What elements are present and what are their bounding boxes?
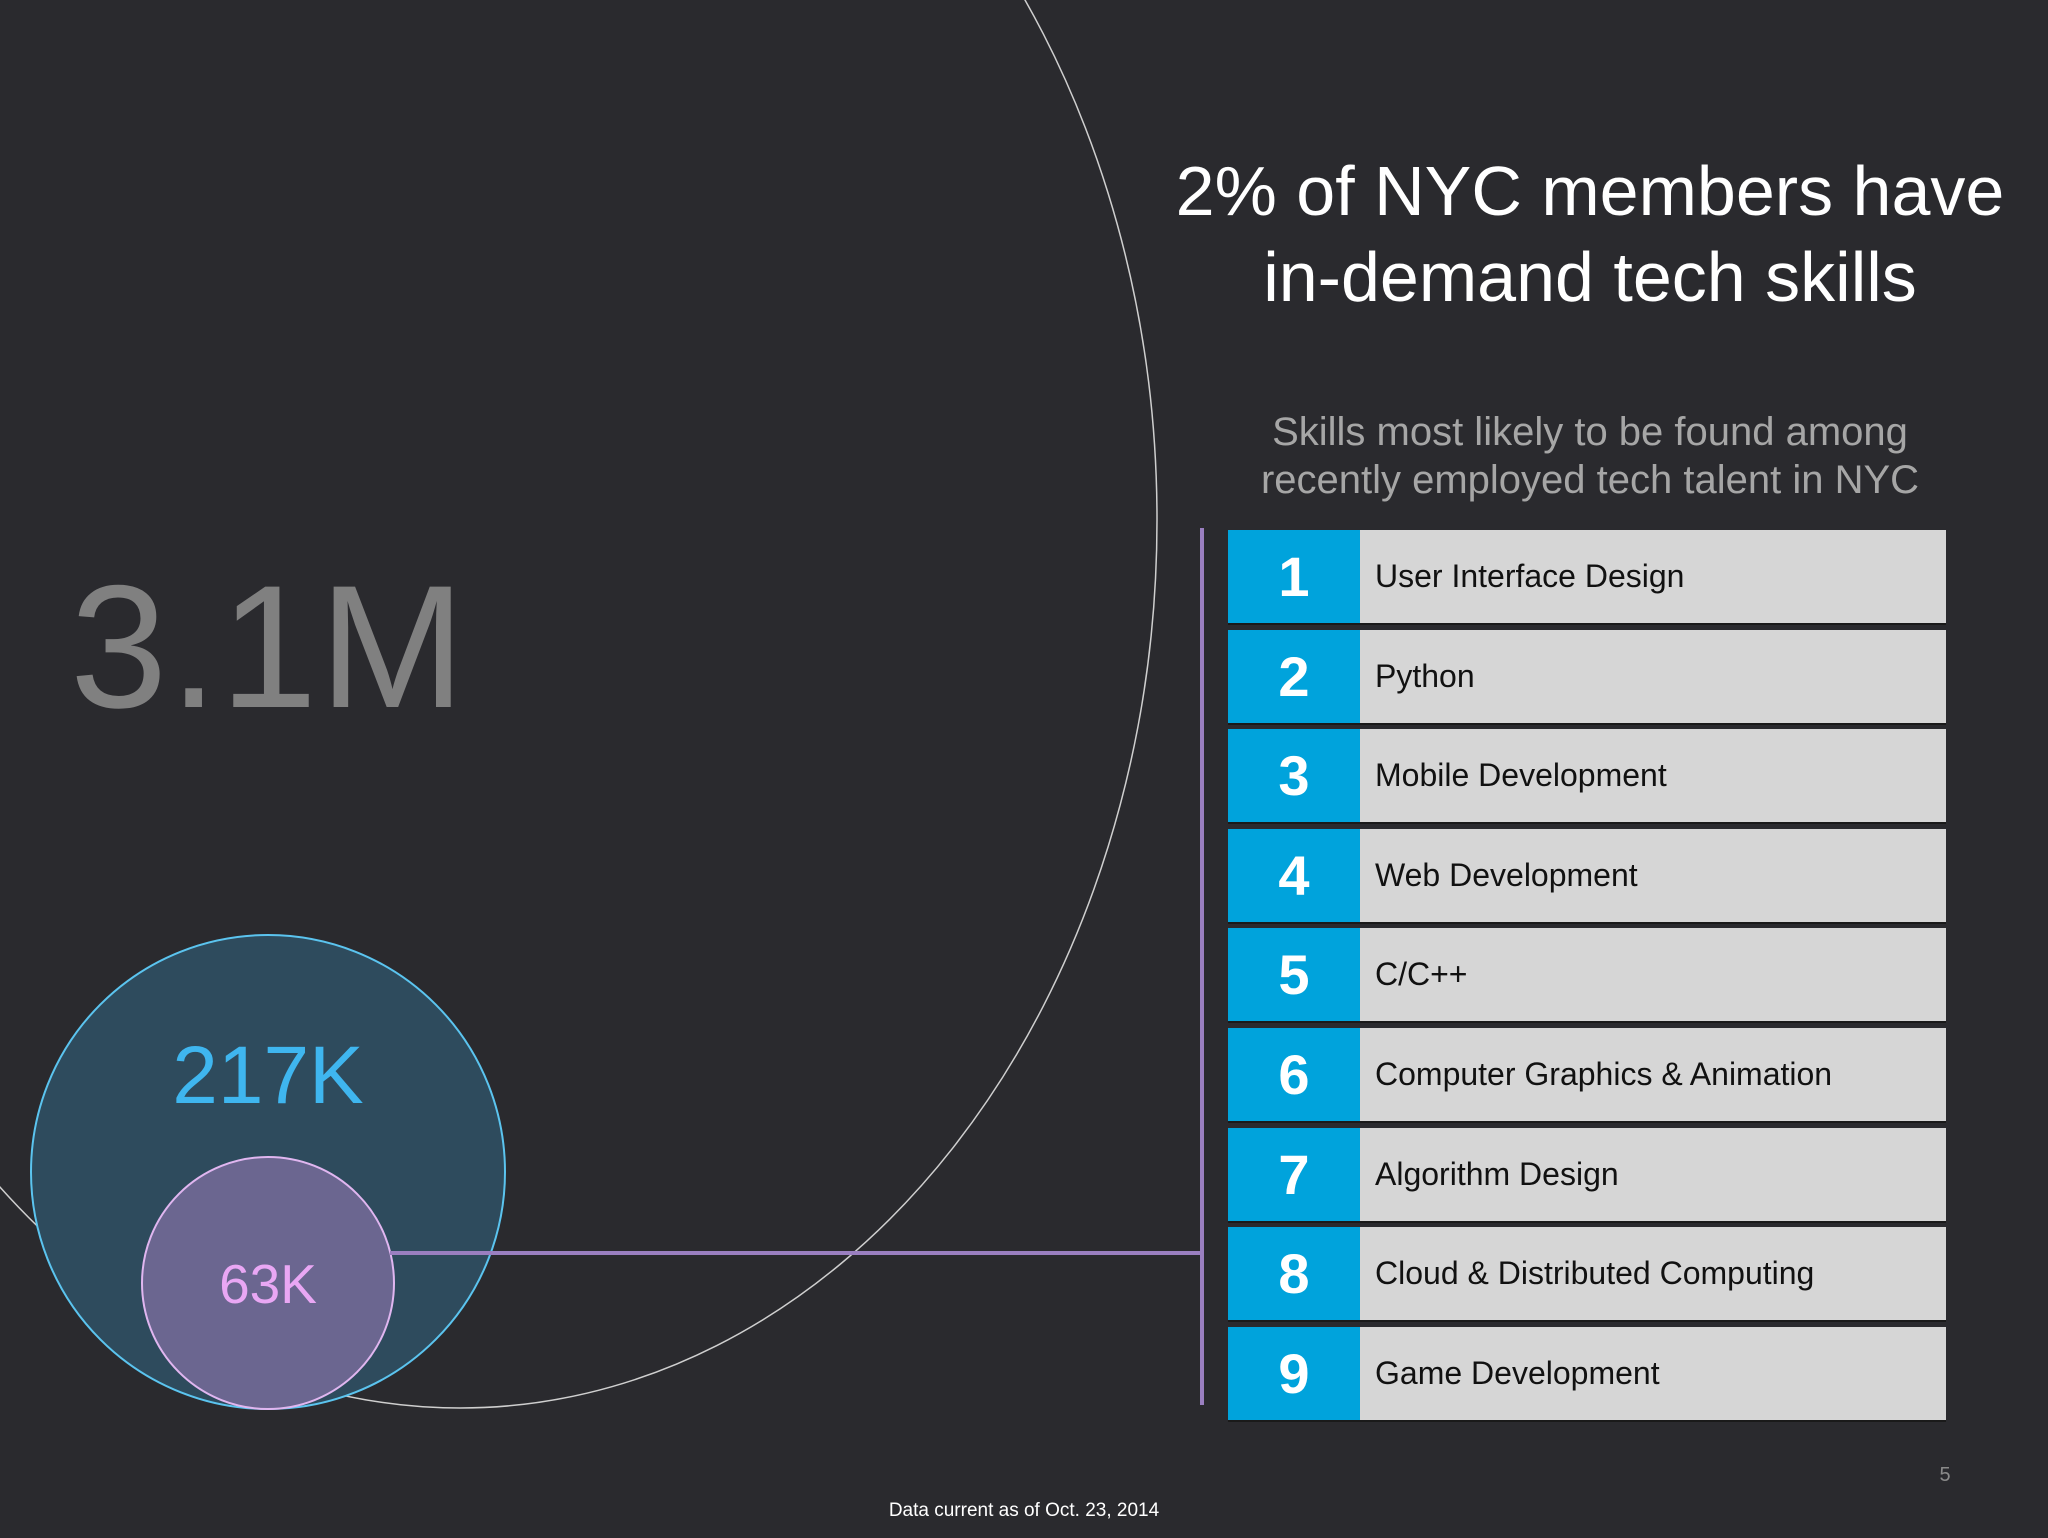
footnote: Data current as of Oct. 23, 2014 — [888, 1500, 1160, 1521]
slide-subtitle-line-2: recently employed tech talent in NYC — [1260, 458, 1920, 502]
skill-row: 8 Cloud & Distributed Computing — [1228, 1227, 1946, 1323]
skill-row: 1 User Interface Design — [1228, 530, 1946, 625]
skill-name: Game Development — [1360, 1326, 1946, 1420]
skill-name: Web Development — [1360, 828, 1946, 922]
skill-rank: 2 — [1228, 629, 1360, 723]
slide-title: 2% of NYC members have in-demand tech sk… — [1110, 148, 2048, 320]
skill-row: 9 Game Development — [1228, 1326, 1946, 1422]
tech-talent-count: 217K — [172, 1030, 364, 1121]
all-members-count: 3.1M — [70, 550, 468, 745]
slide-title-line-1: 2% of NYC members have — [1175, 152, 2005, 230]
skill-rank: 8 — [1228, 1227, 1360, 1321]
skill-name: Cloud & Distributed Computing — [1360, 1227, 1946, 1321]
skill-row: 6 Computer Graphics & Animation — [1228, 1027, 1946, 1123]
skill-rank: 9 — [1228, 1326, 1360, 1420]
skill-rank: 5 — [1228, 928, 1360, 1022]
skill-row: 7 Algorithm Design — [1228, 1127, 1946, 1223]
skill-name: Computer Graphics & Animation — [1360, 1027, 1946, 1121]
skill-rank: 7 — [1228, 1127, 1360, 1221]
skill-name: User Interface Design — [1360, 530, 1946, 623]
skill-name: C/C++ — [1360, 928, 1946, 1022]
slide-subtitle: Skills most likely to be found among rec… — [1210, 408, 1970, 504]
slide-title-line-2: in-demand tech skills — [1263, 238, 1917, 316]
skill-row: 5 C/C++ — [1228, 928, 1946, 1024]
slide-subtitle-line-1: Skills most likely to be found among — [1272, 410, 1908, 454]
skill-name: Algorithm Design — [1360, 1127, 1946, 1221]
skill-rank: 4 — [1228, 828, 1360, 922]
skill-row: 2 Python — [1228, 629, 1946, 725]
skill-name: Mobile Development — [1360, 729, 1946, 823]
in-demand-count: 63K — [219, 1253, 317, 1315]
skills-list: 1 User Interface Design 2 Python 3 Mobil… — [1228, 530, 1946, 1426]
skill-row: 3 Mobile Development — [1228, 729, 1946, 825]
skill-row: 4 Web Development — [1228, 828, 1946, 924]
circle-in-demand — [141, 1156, 395, 1410]
skill-rank: 3 — [1228, 729, 1360, 823]
circle-all-members — [0, 0, 1158, 1409]
skill-name: Python — [1360, 629, 1946, 723]
page-number: 5 — [1939, 1464, 1951, 1486]
skill-rank: 6 — [1228, 1027, 1360, 1121]
skill-rank: 1 — [1228, 530, 1360, 623]
